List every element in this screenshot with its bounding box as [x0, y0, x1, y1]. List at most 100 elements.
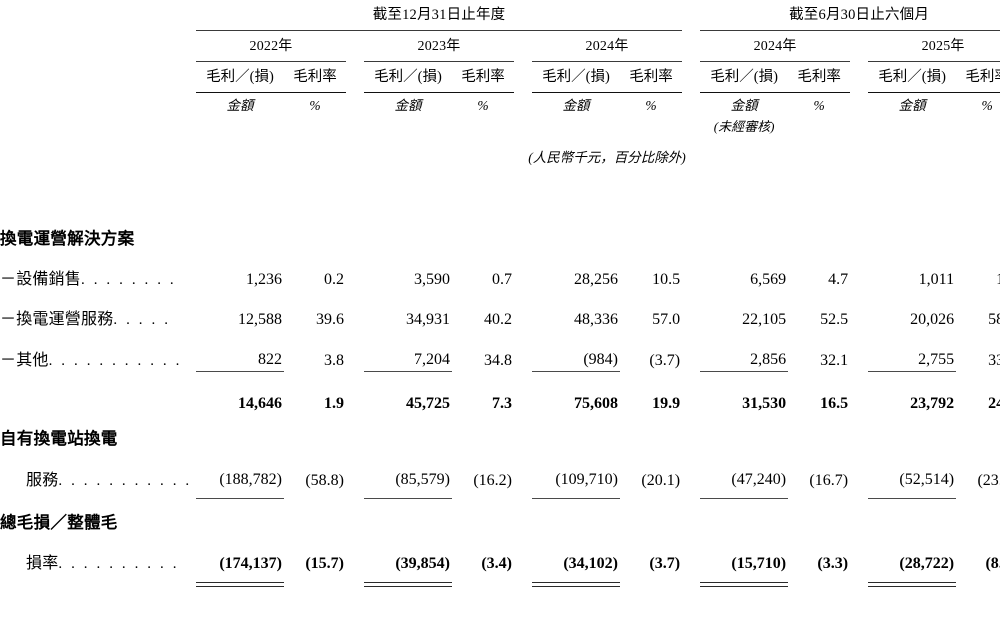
rate-label-2024: 毛利率	[620, 61, 683, 93]
service-gap-3	[682, 451, 700, 499]
total-2022-pct: (15.7)	[305, 555, 344, 572]
unaudited-blank-6	[514, 119, 532, 139]
leader-dots: . . . . .	[113, 312, 171, 328]
cell-equipment-2024h1-amount: 6,569	[750, 271, 787, 288]
subtotal-gap-4	[850, 372, 868, 416]
cell-equipment-2023-amount: 3,590	[414, 271, 450, 288]
measure-corner-blank	[0, 62, 196, 93]
subtotal-gap-2	[514, 372, 532, 416]
measure-gap-1	[346, 62, 364, 93]
year-gap-1	[346, 31, 364, 62]
total-2024h1-amount: (15,710)	[700, 534, 789, 586]
cell-owned-2024-pct: (20.1)	[641, 471, 681, 489]
row-gap-1	[346, 291, 364, 331]
unaudited-blank-9	[682, 119, 700, 139]
row-label-equipment-sales: －設備銷售. . . . . . . .	[0, 251, 196, 291]
currency-note-row: (人民幣千元，百分比除外)	[0, 139, 1000, 173]
year-2022-annual: 2022年	[196, 30, 346, 62]
measure-label-2024: 毛利／(損)	[532, 61, 620, 93]
total-2024h1-pct: (3.3)	[817, 555, 849, 572]
total-2023-amount: (39,854)	[364, 534, 452, 586]
leader-dots: . . . . . . . .	[81, 272, 177, 288]
unit-percent-2025h1: %	[981, 98, 993, 113]
row-gap-3	[682, 251, 700, 291]
cell-service-2025h1-pct: 58.7	[988, 311, 1000, 328]
subtotal-2024-pct: 19.9	[652, 395, 681, 412]
year-corner-blank	[0, 31, 196, 62]
service-gap-1	[346, 451, 364, 499]
total-gap-3	[682, 535, 700, 583]
row-label-gross-loss-margin: 損率. . . . . . . . . .	[0, 535, 196, 583]
total-2024-amount: (34,102)	[532, 534, 620, 586]
cell-others-2022-amount: 822	[258, 351, 282, 368]
cell-service-2022-amount: 12,588	[238, 311, 282, 328]
cell-equipment-2025h1-pct: 1.8	[956, 251, 1000, 291]
unaudited-blank-3	[346, 119, 364, 139]
unaudited-corner-blank	[0, 119, 196, 139]
service-gap-2	[514, 451, 532, 499]
cell-others-2025h1-amount: 2,755	[918, 351, 955, 368]
row-label-text: －其他	[0, 351, 49, 369]
row-label-others: －其他. . . . . . . . . . .	[0, 331, 196, 372]
row-label-text: 服務	[26, 471, 59, 489]
cell-service-2022-pct: 39.6	[316, 311, 344, 328]
rate-label-2024h1: 毛利率	[788, 61, 851, 93]
total-section-title-row: 總毛損／整體毛	[0, 499, 1000, 535]
row-gap-2	[514, 291, 532, 331]
subtotal-2025h1-amount: 23,792	[868, 371, 957, 415]
row-label-text: －設備銷售	[0, 271, 82, 288]
row-label-text: －換電運營服務	[0, 311, 114, 328]
table-row: －換電運營服務. . . . . 12,588 39.6 34,931 40.2…	[0, 291, 1000, 331]
row-gap-1	[346, 331, 364, 372]
cell-others-2024h1-pct: 32.1	[820, 351, 849, 369]
row-gap-4	[850, 291, 868, 331]
year-gap-4	[850, 31, 868, 62]
leader-dots: . . . . . . . . . . .	[58, 472, 192, 489]
year-gap-2	[514, 31, 532, 62]
measure-label-2023: 毛利／(損)	[364, 61, 452, 93]
unaudited-blank-7	[532, 119, 620, 139]
group-title-interim: 截至6月30日止六個月	[700, 0, 1000, 31]
leader-dots: . . . . . . . . . . .	[48, 352, 182, 369]
row-label-owned-station-service: 服務. . . . . . . . . . .	[0, 451, 196, 499]
unit-gap-3	[682, 93, 700, 120]
unaudited-blank-11	[850, 119, 868, 139]
cell-owned-2022-pct: (58.8)	[305, 471, 344, 489]
cell-equipment-2022-pct: 0.2	[324, 271, 344, 288]
subtotal-2025h1-pct: 24.3	[988, 395, 1000, 412]
unit-percent-2024: %	[645, 98, 657, 113]
cell-equipment-2024h1-pct: 4.7	[828, 271, 849, 288]
service-gap-4	[850, 451, 868, 499]
cell-owned-2024h1-amount: (47,240)	[700, 451, 789, 499]
cell-service-2024h1-pct: 52.5	[820, 311, 849, 328]
subtotal-2022-amount: 14,646	[196, 371, 284, 415]
unaudited-blank-2	[284, 119, 346, 139]
cell-equipment-2022-amount: 1,236	[246, 271, 282, 288]
unit-gap-4	[850, 93, 868, 120]
cell-others-2024-amount: (984)	[583, 351, 618, 368]
total-2025h1-pct: (8.9)	[985, 555, 1000, 572]
cell-owned-2024-amount: (109,710)	[532, 451, 620, 499]
service-section-title: 自有換電站換電	[0, 429, 118, 448]
unit-gap-1	[346, 93, 364, 120]
cell-others-2023-pct: 34.8	[484, 351, 512, 369]
cell-owned-2023-amount: (85,579)	[364, 451, 452, 499]
row-gap-4	[850, 331, 868, 372]
subtotal-2024h1-pct: 16.5	[820, 395, 849, 412]
cell-owned-2022-amount: (188,782)	[196, 451, 284, 499]
gross-profit-table: 截至12月31日止年度 截至6月30日止六個月 2022年 2023年 2024…	[0, 0, 1000, 586]
cell-service-2024-amount: 48,336	[574, 311, 618, 328]
unaudited-blank-8	[620, 119, 682, 139]
subtotal-gap-3	[682, 372, 700, 416]
header-group-row: 截至12月31日止年度 截至6月30日止六個月	[0, 0, 1000, 31]
unit-corner-blank	[0, 93, 196, 120]
unit-percent-2022: %	[309, 98, 321, 113]
cell-service-2023-amount: 34,931	[406, 311, 450, 328]
total-2025h1-amount: (28,722)	[868, 534, 957, 586]
cell-others-2024-pct: (3.7)	[649, 351, 681, 369]
cell-owned-2025h1-amount: (52,514)	[868, 451, 957, 499]
section-title-swap-operation: 換電運營解決方案	[0, 229, 135, 248]
subtotal-2023-amount: 45,725	[364, 371, 452, 415]
unaudited-blank-1	[196, 119, 284, 139]
